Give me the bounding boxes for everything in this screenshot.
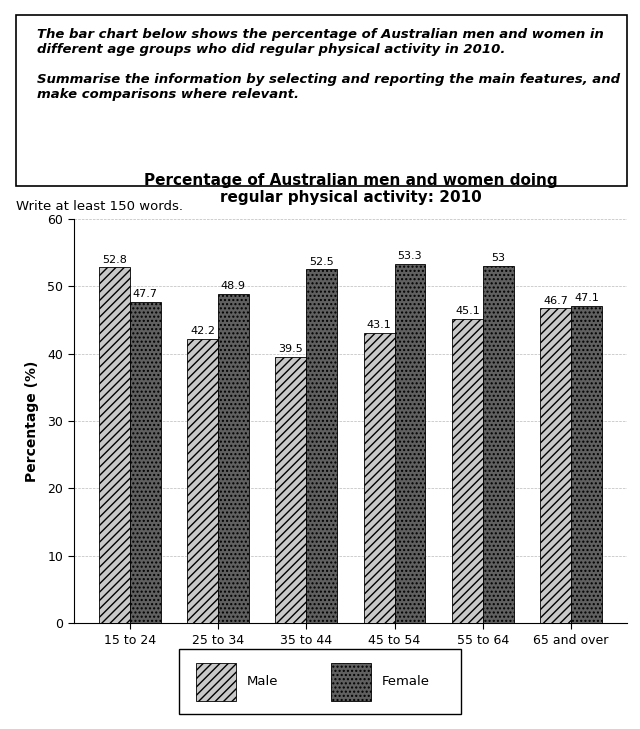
Text: 52.8: 52.8	[102, 254, 127, 265]
Bar	[218, 294, 249, 623]
Text: 42.2: 42.2	[190, 326, 215, 336]
Bar	[99, 268, 130, 623]
Text: 53: 53	[492, 253, 506, 263]
X-axis label: Age group: Age group	[310, 655, 391, 669]
Text: Male: Male	[247, 675, 278, 688]
Bar	[483, 266, 514, 623]
Bar	[364, 332, 394, 623]
Text: 48.9: 48.9	[221, 281, 246, 291]
Text: 47.7: 47.7	[132, 289, 157, 299]
Text: 52.5: 52.5	[309, 257, 334, 267]
Text: The bar chart below shows the percentage of Australian men and women in
differen: The bar chart below shows the percentage…	[37, 28, 621, 101]
Bar	[307, 269, 337, 623]
Text: 39.5: 39.5	[278, 344, 303, 354]
Bar	[540, 308, 571, 623]
Bar	[130, 302, 161, 623]
Text: Female: Female	[382, 675, 430, 688]
Text: 53.3: 53.3	[397, 252, 422, 261]
Bar	[332, 663, 371, 701]
Text: 47.1: 47.1	[574, 293, 599, 303]
Text: 45.1: 45.1	[455, 306, 480, 316]
Bar	[571, 305, 602, 623]
Bar	[452, 319, 483, 623]
Bar	[196, 663, 236, 701]
Y-axis label: Percentage (%): Percentage (%)	[25, 360, 39, 482]
Bar	[394, 264, 426, 623]
Bar	[275, 357, 307, 623]
Text: 46.7: 46.7	[543, 296, 568, 305]
Bar	[187, 339, 218, 623]
Text: Write at least 150 words.: Write at least 150 words.	[16, 200, 183, 214]
Text: 43.1: 43.1	[367, 320, 392, 330]
Title: Percentage of Australian men and women doing
regular physical activity: 2010: Percentage of Australian men and women d…	[143, 173, 557, 205]
